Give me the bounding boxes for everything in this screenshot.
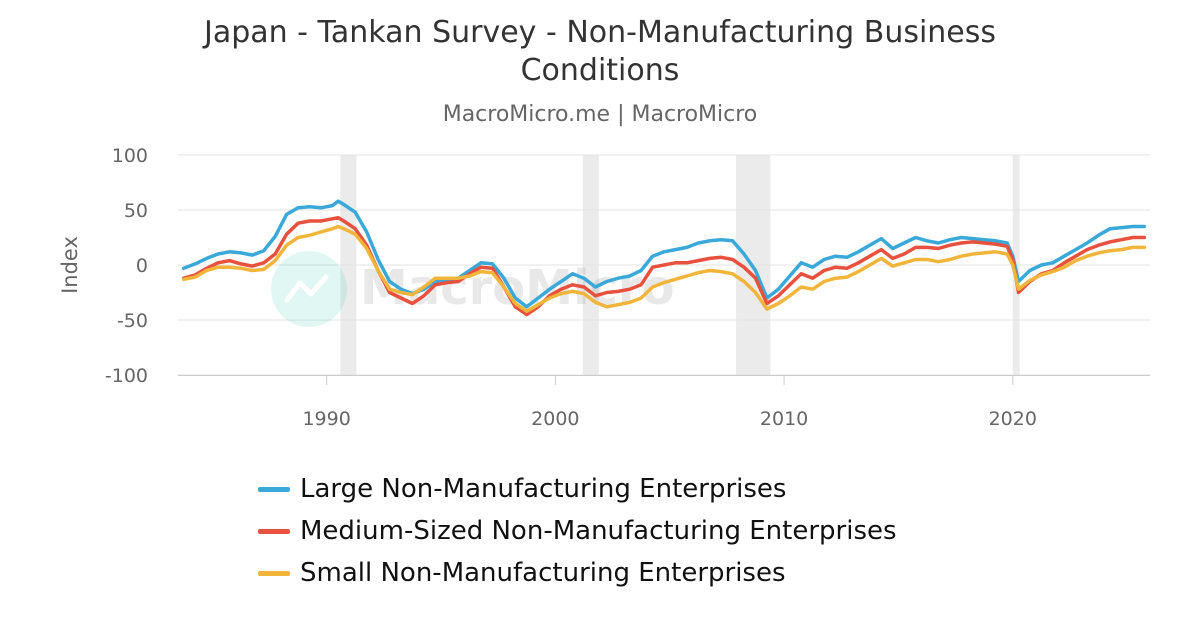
- legend-swatch: [258, 486, 290, 492]
- y-tick-label: -100: [105, 365, 148, 387]
- legend-label: Large Non-Manufacturing Enterprises: [300, 474, 787, 504]
- legend-label: Small Non-Manufacturing Enterprises: [300, 558, 786, 588]
- x-tick-label: 2010: [760, 408, 808, 430]
- x-tick-label: 2000: [531, 408, 579, 430]
- y-tick-label: 50: [124, 200, 148, 222]
- chart-title: Japan - Tankan Survey - Non-Manufacturin…: [203, 15, 997, 88]
- legend-swatch: [258, 570, 290, 576]
- chart-subtitle: MacroMicro.me | MacroMicro: [442, 102, 758, 127]
- legend-item-3[interactable]: Small Non-Manufacturing Enterprises: [258, 552, 897, 594]
- x-tick-label: 1990: [302, 408, 350, 430]
- y-tick-label: 0: [136, 255, 148, 277]
- series-line-3[interactable]: [181, 224, 1147, 313]
- y-tick-label: 100: [112, 145, 148, 167]
- legend-item-1[interactable]: Large Non-Manufacturing Enterprises: [258, 468, 897, 510]
- chart-legend: Large Non-Manufacturing Enterprises Mediu…: [258, 468, 897, 594]
- watermark: MacroMicro: [271, 251, 675, 327]
- x-tick-label: 2020: [989, 408, 1037, 430]
- axes: 100 50 0 -50 -100 1990 2000 2010 2020: [105, 145, 1150, 430]
- y-axis-label: Index: [58, 236, 82, 294]
- legend-swatch: [258, 528, 290, 534]
- legend-label: Medium-Sized Non-Manufacturing Enterpris…: [300, 516, 897, 546]
- series-line-2[interactable]: [181, 215, 1147, 317]
- series-lines[interactable]: [181, 199, 1147, 317]
- series-line-1[interactable]: [181, 199, 1147, 309]
- legend-item-2[interactable]: Medium-Sized Non-Manufacturing Enterpris…: [258, 510, 897, 552]
- y-tick-label: -50: [117, 310, 148, 332]
